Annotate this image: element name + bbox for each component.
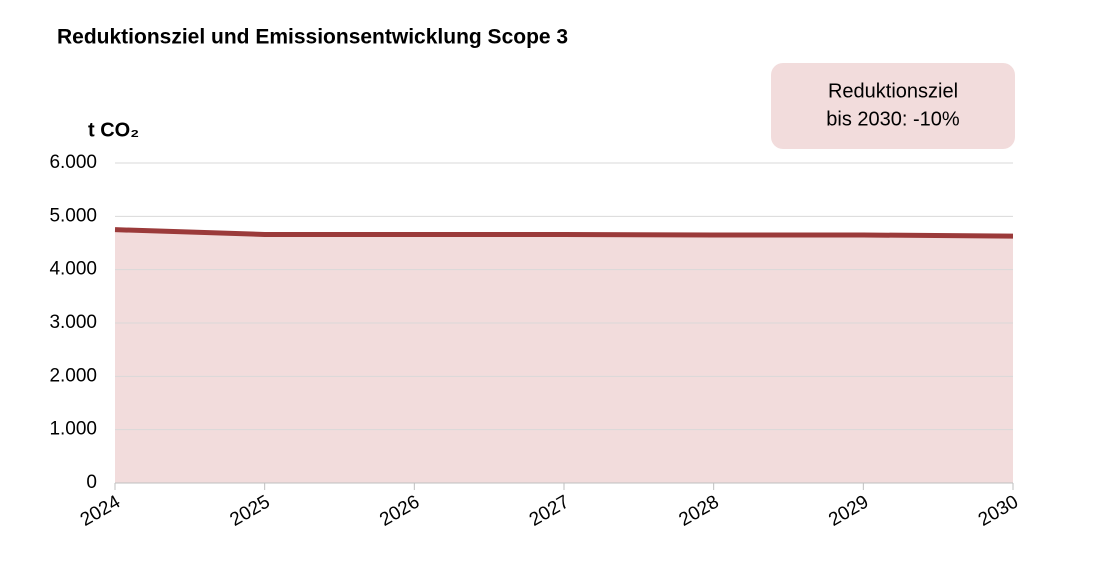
y-tick-label: 4.000: [49, 259, 97, 280]
y-tick-label: 0: [86, 472, 97, 493]
x-tick-label: 2026: [376, 491, 423, 530]
x-tick-label: 2029: [825, 491, 872, 530]
y-axis-label: t CO₂: [88, 119, 139, 141]
x-tick-label: 2028: [676, 491, 723, 530]
x-tick-label: 2027: [526, 491, 573, 530]
annotation: Reduktionsziel: [828, 80, 958, 102]
y-tick-label: 5.000: [49, 205, 97, 226]
annotation: bis 2030: -10%: [826, 108, 960, 130]
y-tick-label: 3.000: [49, 312, 97, 333]
y-tick-label: 1.000: [49, 419, 97, 440]
annotation-box: [771, 63, 1015, 149]
x-tick-label: 2024: [77, 491, 124, 531]
x-tick-label: 2030: [975, 491, 1022, 530]
y-tick-label: 2.000: [49, 365, 97, 386]
area: [115, 229, 1013, 483]
y-tick-label: 6.000: [49, 152, 97, 173]
line: [114, 227, 1014, 239]
x-tick-label: 2025: [227, 491, 274, 530]
chart-title: Reduktionsziel und Emissionsentwicklung …: [57, 26, 568, 49]
